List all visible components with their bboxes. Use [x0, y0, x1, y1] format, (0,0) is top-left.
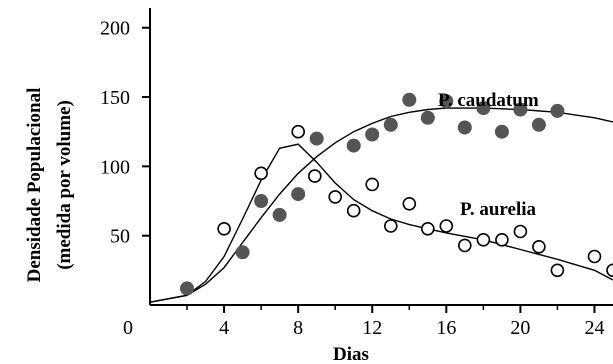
- p-aurelia-data-point: [420, 222, 435, 236]
- origin-label: 0: [123, 317, 133, 339]
- p-aurelia-data-point: [513, 224, 528, 239]
- p-caudatum-data-point: [531, 117, 546, 132]
- p-aurelia-data-point: [587, 249, 602, 264]
- p-aurelia-data-point: [495, 233, 509, 247]
- x-tick-label: 16: [436, 317, 456, 339]
- p-caudatum-data-point: [235, 245, 250, 260]
- y-tick-label: 150: [100, 87, 130, 109]
- y-axis-title-line1: Densidade Populacional: [24, 88, 45, 283]
- x-tick-label: 12: [362, 317, 382, 339]
- plot-area: [149, 92, 613, 303]
- y-axis-title-line2: (medida por volume): [54, 100, 75, 270]
- p-aurelia-data-point: [550, 263, 565, 278]
- p-caudatum-data-point: [365, 127, 380, 142]
- p-aurelia-data-point: [606, 263, 613, 278]
- p-aurelia-data-point: [217, 222, 231, 236]
- p-caudatum-data-point: [420, 110, 435, 125]
- p-aurelia-data-point: [383, 219, 398, 233]
- p-caudatum-data-point: [476, 101, 491, 116]
- series-label-caudatum: P. caudatum: [438, 90, 539, 111]
- x-axis-title: Dias: [333, 344, 369, 364]
- p-caudatum-data-point: [180, 281, 194, 296]
- p-caudatum-data-point: [309, 131, 324, 146]
- y-tick-label: 100: [100, 156, 130, 178]
- x-tick-label: 4: [219, 317, 229, 339]
- x-axis-ticks: 4 8 12 16 20 24: [186, 305, 604, 339]
- p-caudatum-data-point: [383, 117, 398, 132]
- p-caudatum-data-point: [550, 103, 565, 118]
- p-caudatum-data-point: [402, 92, 417, 107]
- y-tick-label: 200: [100, 18, 130, 40]
- p-caudatum-trend-line: [149, 107, 613, 303]
- y-axis-ticks: 50 100 150 200: [100, 18, 150, 248]
- p-aurelia-data-point: [457, 238, 472, 253]
- x-tick-label: 8: [293, 317, 303, 339]
- p-caudatum-data-point: [346, 138, 361, 153]
- x-tick-label: 20: [510, 317, 530, 339]
- p-aurelia-data-point: [307, 169, 322, 183]
- p-caudatum-data-point: [513, 102, 528, 117]
- p-aurelia-data-point: [291, 124, 306, 139]
- p-caudatum-data-point: [272, 207, 287, 222]
- p-caudatum-data-point: [494, 124, 509, 139]
- p-aurelia-data-point: [476, 233, 491, 247]
- p-aurelia-data-point: [402, 197, 417, 211]
- p-aurelia-data-point: [328, 190, 343, 204]
- series-label-aurelia: P. aurelia: [460, 199, 537, 220]
- p-caudatum-data-point: [254, 194, 269, 208]
- p-aurelia-trend-line: [149, 143, 613, 303]
- p-caudatum-data-point: [291, 187, 306, 202]
- p-aurelia-data-point: [532, 240, 546, 254]
- p-caudatum-data-point: [457, 120, 472, 135]
- p-caudatum-data-point: [439, 94, 454, 109]
- p-aurelia-data-point: [365, 177, 380, 192]
- x-tick-label: 24: [584, 317, 604, 339]
- p-aurelia-data-point: [346, 203, 361, 218]
- p-aurelia-data-point: [439, 219, 454, 233]
- p-aurelia-data-point: [254, 166, 268, 181]
- y-tick-label: 50: [110, 226, 130, 248]
